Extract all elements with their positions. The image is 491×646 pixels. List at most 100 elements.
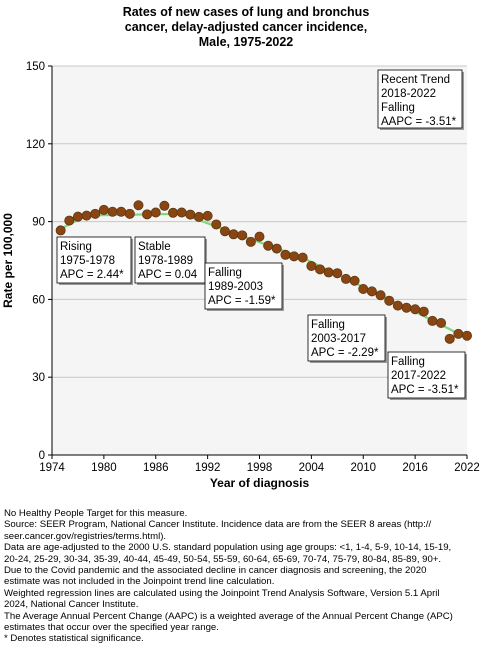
data-point [366,286,377,297]
segment-annotation-text: APC = -3.51* [391,384,459,396]
data-point [461,330,472,341]
data-point [332,268,343,279]
y-axis-label: Rate per 100,000 [1,213,15,308]
data-point [245,236,256,247]
data-point [64,215,75,226]
data-point [297,252,308,263]
segment-annotation [387,351,466,399]
x-tick-label: 1986 [143,462,169,474]
x-tick-label: 1992 [195,462,221,474]
x-tick-label: 1980 [91,462,117,474]
segment-annotation-text: 1978-1989 [138,255,193,267]
segment-annotation-text: Falling [391,356,425,368]
x-tick-label: 1998 [247,462,273,474]
data-point [271,243,282,254]
data-point [323,267,334,278]
chart-area: Rates of new cases of lung and bronchusc… [1,5,480,490]
data-point [133,200,144,211]
y-tick-label: 90 [32,217,45,229]
footnote-covid: Due to the Covid pandemic and the associ… [4,565,427,588]
data-point [202,210,213,221]
data-point [289,251,300,262]
footnote-healthy-people: No Healthy People Target for this measur… [4,508,188,519]
segment-annotation-text: APC = 0.04 [138,269,198,281]
chart-title-line: Male, 1975-2022 [199,35,294,49]
data-point [219,226,230,237]
data-point [107,206,118,217]
footnote-joinpoint: Weighted regression lines are calculated… [4,587,440,611]
data-point [185,209,196,220]
y-tick-label: 30 [32,372,45,384]
chart-title-line: Rates of new cases of lung and bronchus [123,5,370,19]
data-point [401,302,412,313]
segment-annotation [307,314,386,362]
data-point [150,207,161,218]
segment-annotation-text: Rising [60,241,92,253]
y-tick-label: 120 [26,139,45,151]
segment-annotation-text: 2017-2022 [391,370,446,382]
segment-annotation-text: 2003-2017 [311,333,366,345]
data-point [90,208,101,219]
segment-annotation-text: Falling [311,319,345,331]
data-point [193,211,204,222]
footnote-source: Source: SEER Program, National Cancer In… [4,519,432,542]
data-point [168,207,179,218]
data-point [375,290,386,301]
recent-trend-annotation-text: 2018-2022 [381,88,436,100]
x-tick-label: 2010 [350,462,376,474]
x-axis-label: Year of diagnosis [210,476,310,490]
segment-annotation-text: APC = 2.44* [60,269,124,281]
segment-annotation [204,262,283,310]
footnote-aapc: The Average Annual Percent Change (AAPC)… [4,610,453,634]
data-point [228,229,239,240]
segment-annotation-text: 1975-1978 [60,255,115,267]
x-tick-label: 2022 [454,462,480,474]
data-point [340,273,351,284]
recent-trend-annotation-text: Recent Trend [381,74,450,86]
data-point [159,200,170,211]
x-tick-label: 1974 [39,462,65,474]
x-tick-label: 2016 [402,462,428,474]
data-point [237,230,248,241]
data-point [453,328,464,339]
recent-trend-annotation-text: AAPC = -3.51* [381,116,457,128]
segment-annotation-text: APC = -2.29* [311,347,379,359]
y-tick-label: 150 [26,61,45,73]
segment-annotation-text: APC = -1.59* [208,295,276,307]
y-tick-label: 0 [39,450,45,462]
data-point [280,249,291,260]
data-point [349,275,360,286]
y-tick-label: 60 [32,294,45,306]
data-point [176,207,187,218]
segment-annotation-text: Stable [138,241,171,253]
data-point [358,284,369,295]
segment-annotation-text: Falling [208,267,242,279]
data-point [444,333,455,344]
segment-annotation [56,236,132,284]
data-point [315,264,326,275]
data-point [254,231,265,242]
data-point [55,225,66,236]
footnote-age-adjusted: Data are age-adjusted to the 2000 U.S. s… [4,542,452,565]
data-point [98,204,109,215]
data-point [384,295,395,306]
recent-trend-annotation-text: Falling [381,102,415,114]
data-point [392,300,403,311]
segment-annotation [134,236,206,284]
chart-title-line: cancer, delay-adjusted cancer incidence, [125,20,367,34]
footnotes: No Healthy People Target for this measur… [4,508,488,645]
data-point [211,219,222,230]
data-point [418,306,429,317]
data-point [142,209,153,220]
data-point [427,315,438,326]
data-point [81,210,92,221]
data-point [116,206,127,217]
data-point [263,240,274,251]
x-tick-label: 2004 [299,462,325,474]
data-point [124,208,135,219]
segment-annotation-text: 1989-2003 [208,281,263,293]
data-point [306,260,317,271]
footnote-significance: * Denotes statistical significance. [4,633,144,645]
data-point [436,317,447,328]
data-point [72,211,83,222]
